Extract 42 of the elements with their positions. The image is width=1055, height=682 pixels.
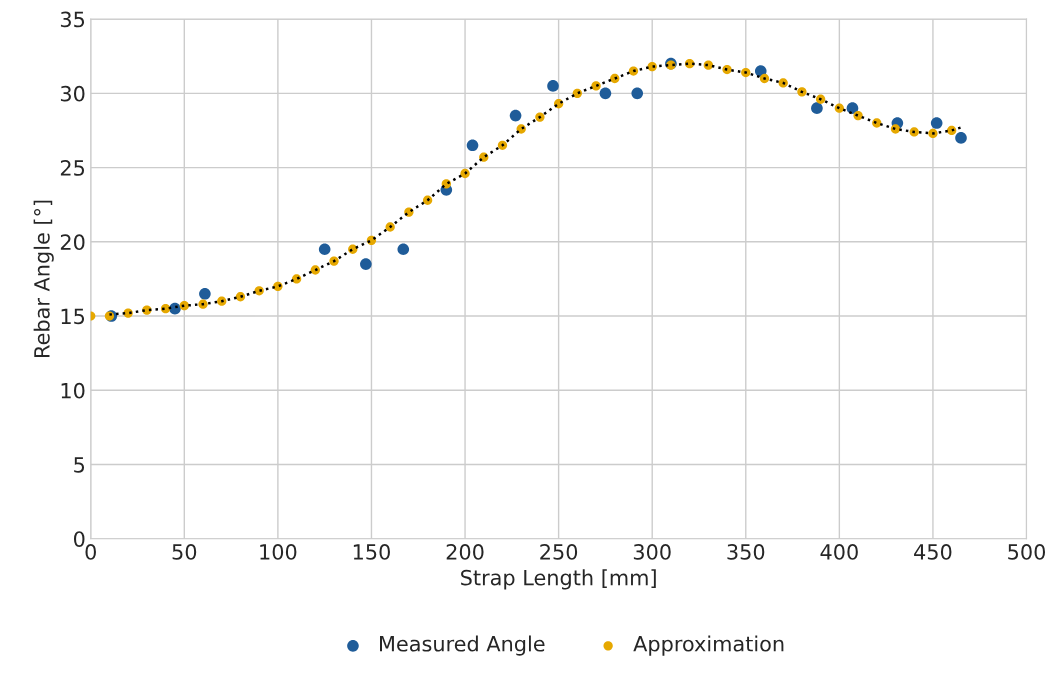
point: [199, 287, 211, 300]
x-tick-label: 300: [633, 544, 671, 560]
x-tick-label: 250: [540, 544, 578, 560]
point: [930, 117, 943, 129]
y-tick-label: 15: [61, 308, 85, 325]
point: [360, 258, 372, 270]
x-tick-label: 200: [446, 544, 484, 560]
x-axis-title: Strap Length [mm]: [461, 569, 656, 590]
point: [631, 87, 644, 100]
point: [397, 243, 410, 256]
point: [509, 109, 522, 122]
point: [811, 102, 823, 114]
x-tick-label: 150: [353, 544, 390, 560]
y-tick-label: 30: [60, 85, 85, 102]
y-tick-label: 10: [61, 382, 85, 399]
point: [217, 296, 227, 306]
x-tick-label: 100: [260, 544, 297, 560]
y-axis-title: Rebar Angle [°]: [33, 200, 54, 357]
point: [466, 139, 479, 152]
x-tick-label: 450: [914, 544, 952, 560]
legend-label: Measured Angle: [380, 635, 545, 656]
point: [599, 87, 612, 100]
x-tick-label: 500: [1008, 544, 1046, 560]
y-tick-label: 25: [60, 160, 85, 176]
x-tick-label: 350: [727, 544, 765, 560]
x-tick-label: 50: [172, 544, 197, 560]
point: [955, 132, 967, 144]
point: [385, 222, 395, 232]
y-tick-label: 35: [60, 11, 85, 28]
point: [547, 80, 559, 92]
point: [909, 127, 919, 137]
y-tick-label: 20: [60, 234, 85, 251]
point: [846, 102, 859, 114]
y-tick-label: 0: [73, 531, 85, 547]
x-tick-label: 0: [85, 544, 96, 560]
point: [198, 299, 208, 309]
point: [318, 243, 331, 256]
y-tick-label: 5: [74, 457, 85, 473]
point: [778, 78, 788, 88]
x-tick-label: 400: [820, 544, 858, 560]
legend-label: Approximation: [633, 635, 784, 656]
point: [815, 94, 826, 104]
